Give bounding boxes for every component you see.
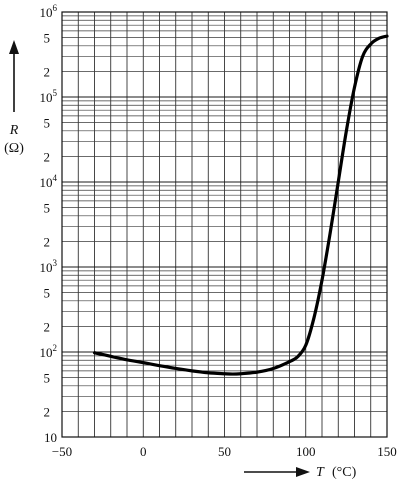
- y-tick-labels: 10 102 103 104 105 106 2 5 2 5 2 5 2 5 2 5: [40, 3, 58, 445]
- y-minor-tick-label: 5: [44, 116, 51, 131]
- y-axis-arrowhead-icon: [9, 40, 19, 54]
- x-tick-labels: −50 0 50 100 150: [52, 444, 397, 459]
- y-minor-tick-label: 5: [44, 371, 51, 386]
- plot-frame: [61, 11, 388, 438]
- y-tick-label: 10: [44, 430, 57, 445]
- y-tick-label: 104: [40, 173, 58, 190]
- y-axis-label: R: [9, 123, 19, 138]
- x-tick-label: 100: [296, 444, 316, 459]
- series-line: [92, 34, 389, 376]
- y-tick-label: 102: [40, 343, 58, 360]
- x-tick-label: −50: [52, 444, 72, 459]
- y-minor-tick-label: 2: [44, 234, 51, 249]
- y-minor-tick-label: 5: [44, 31, 51, 46]
- x-axis-label-group: T (°C): [244, 465, 357, 480]
- y-minor-tick-label: 2: [44, 64, 51, 79]
- y-minor-tick-label: 2: [44, 319, 51, 334]
- x-axis-arrowhead-icon: [296, 467, 310, 477]
- y-tick-label: 106: [40, 3, 58, 20]
- x-axis-unit: (°C): [332, 465, 357, 480]
- y-tick-label: 103: [40, 258, 58, 275]
- y-minor-tick-label: 2: [44, 149, 51, 164]
- y-minor-tick-label: 2: [44, 404, 51, 419]
- y-axis-label-group: R (Ω): [4, 40, 24, 156]
- y-minor-tick-label: 5: [44, 201, 51, 216]
- x-axis-label: T: [316, 465, 325, 480]
- x-tick-label: 150: [377, 444, 397, 459]
- grid: [61, 11, 388, 438]
- y-axis-unit: (Ω): [4, 141, 24, 156]
- x-tick-label: 0: [140, 444, 147, 459]
- y-minor-tick-label: 5: [44, 286, 51, 301]
- y-tick-label: 105: [40, 88, 58, 105]
- x-tick-label: 50: [218, 444, 231, 459]
